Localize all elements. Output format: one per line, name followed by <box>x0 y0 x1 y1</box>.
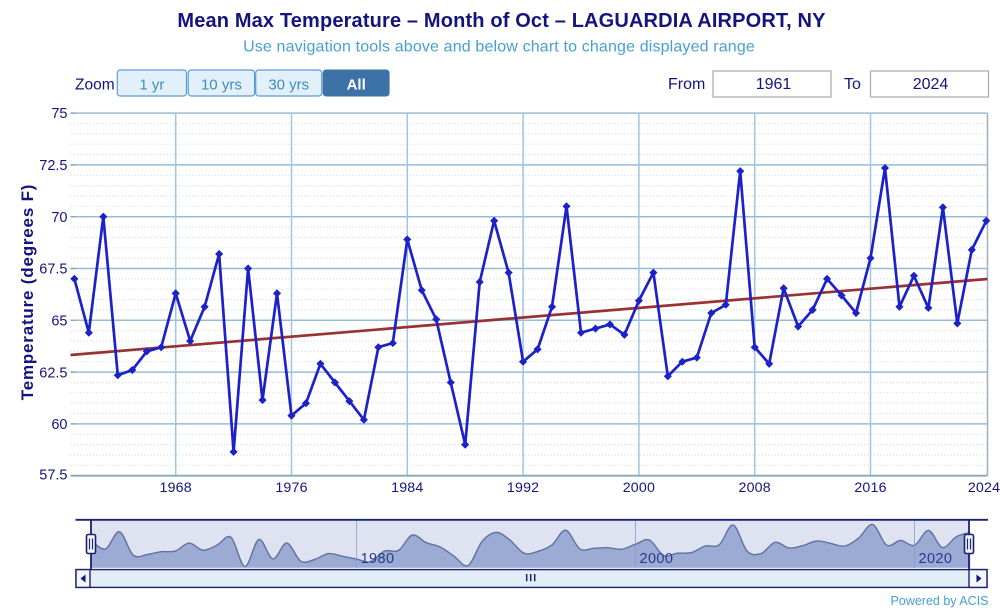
svg-text:2024: 2024 <box>968 480 1000 496</box>
svg-text:1984: 1984 <box>391 480 423 496</box>
svg-text:1980: 1980 <box>361 551 395 567</box>
svg-text:30 yrs: 30 yrs <box>268 77 309 94</box>
svg-text:Use navigation tools above and: Use navigation tools above and below cha… <box>243 39 755 56</box>
svg-text:10 yrs: 10 yrs <box>201 77 242 94</box>
svg-text:2024: 2024 <box>913 76 949 93</box>
svg-text:Powered by ACIS: Powered by ACIS <box>891 594 989 608</box>
svg-text:57.5: 57.5 <box>39 468 67 484</box>
svg-text:72.5: 72.5 <box>39 158 67 174</box>
svg-text:1992: 1992 <box>507 480 539 496</box>
svg-text:65: 65 <box>51 314 67 330</box>
svg-text:Zoom: Zoom <box>75 77 115 94</box>
svg-text:62.5: 62.5 <box>39 365 67 381</box>
svg-text:To: To <box>844 76 861 93</box>
svg-text:1976: 1976 <box>275 480 307 496</box>
svg-text:2000: 2000 <box>623 480 655 496</box>
svg-text:2016: 2016 <box>854 480 886 496</box>
svg-text:From: From <box>668 76 705 93</box>
svg-text:1961: 1961 <box>756 76 792 93</box>
svg-text:2008: 2008 <box>739 480 771 496</box>
svg-text:60: 60 <box>51 417 67 433</box>
svg-text:70: 70 <box>51 210 67 226</box>
svg-text:1968: 1968 <box>160 480 192 496</box>
svg-text:2000: 2000 <box>640 551 674 567</box>
svg-text:2020: 2020 <box>919 551 953 567</box>
svg-text:All: All <box>347 77 366 94</box>
svg-text:67.5: 67.5 <box>39 262 67 278</box>
svg-text:Temperature (degrees F): Temperature (degrees F) <box>18 184 37 400</box>
svg-text:75: 75 <box>51 106 67 122</box>
svg-text:1 yr: 1 yr <box>139 77 164 94</box>
svg-text:Mean Max Temperature – Month o: Mean Max Temperature – Month of Oct – LA… <box>177 10 826 32</box>
